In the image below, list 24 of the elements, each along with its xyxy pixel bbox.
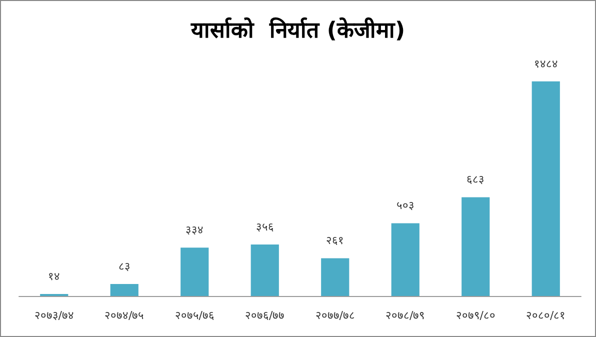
- bar: [462, 197, 490, 296]
- x-tick-label: २०७३/७४: [34, 309, 74, 322]
- data-label: ६८३: [466, 173, 485, 186]
- x-tick-label: २०७७/७८: [315, 309, 355, 322]
- x-tick-label: २०७८/७९: [386, 309, 426, 322]
- data-label: १४: [48, 270, 60, 283]
- x-tick-label: २०७४/७५: [104, 309, 144, 322]
- bar: [250, 244, 279, 296]
- data-label: ८३: [118, 260, 130, 273]
- data-label: ३३४: [186, 224, 204, 237]
- data-label: ३५६: [256, 220, 274, 234]
- x-tick-label: २०७६/७७: [245, 309, 285, 322]
- bar: [110, 284, 138, 296]
- bar: [391, 223, 420, 296]
- x-tick-label: २०८०/८१: [526, 309, 566, 322]
- data-label: २६१: [326, 234, 344, 248]
- x-tick-label: २०७५/७६: [174, 309, 214, 322]
- bar: [532, 81, 560, 296]
- chart-title: यार्साको निर्यात (केजीमा): [190, 16, 406, 44]
- data-label: १४८४: [534, 57, 558, 70]
- bar: [321, 258, 350, 296]
- data-label: ५०३: [396, 199, 414, 212]
- bar: [180, 248, 209, 296]
- x-tick-label: २०७९/८०: [456, 309, 496, 322]
